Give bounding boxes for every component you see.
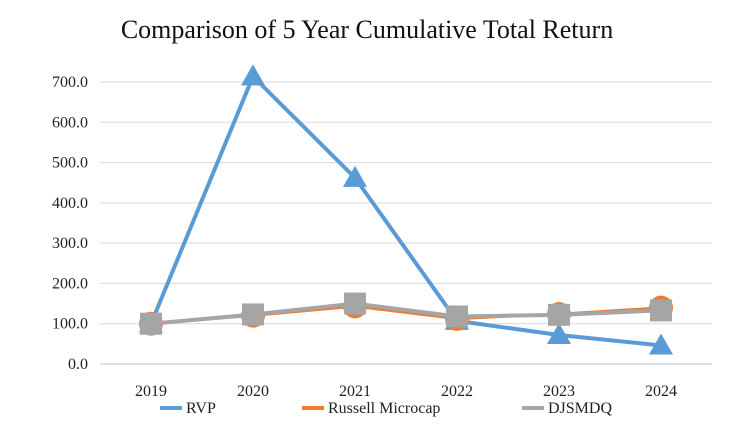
legend-item-rvp: RVP: [160, 400, 216, 417]
x-tick-label: 2024: [645, 383, 677, 400]
data-point-djsmdq: [344, 292, 366, 315]
data-point-rvp: [241, 64, 265, 86]
x-tick-label: 2020: [237, 383, 269, 400]
x-tick-label: 2019: [135, 383, 167, 400]
y-tick-label: 300.0: [52, 235, 88, 252]
series-lines: [139, 64, 673, 355]
legend-label: DJSMDQ: [548, 400, 612, 417]
series-line-rvp: [149, 74, 662, 348]
x-tick-label: 2022: [441, 383, 473, 400]
y-tick-label: 0.0: [68, 356, 88, 373]
y-tick-label: 400.0: [52, 195, 88, 212]
y-tick-label: 500.0: [52, 155, 88, 172]
x-tick-label: 2021: [339, 383, 371, 400]
legend-label: Russell Microcap: [328, 400, 440, 417]
series-djsmdq: [140, 292, 672, 335]
data-point-djsmdq: [140, 312, 162, 335]
data-point-rvp: [547, 322, 571, 344]
y-axis-ticks: 0.0 100.0 200.0 300.0 400.0 500.0 600.0 700.0: [52, 74, 88, 373]
legend: RVP Russell Microcap DJSMDQ: [160, 400, 612, 417]
legend-item-russell-microcap: Russell Microcap: [302, 400, 440, 417]
data-point-rvp: [649, 333, 673, 355]
chart-title: Comparison of 5 Year Cumulative Total Re…: [121, 15, 613, 44]
y-tick-label: 700.0: [52, 74, 88, 91]
legend-label: RVP: [186, 400, 216, 417]
x-axis-ticks: 2019 2020 2021 2022 2023 2024: [135, 383, 677, 400]
series-line-djsmdq: [150, 301, 662, 326]
x-tick-label: 2023: [543, 383, 575, 400]
data-point-djsmdq: [548, 303, 570, 326]
legend-item-djsmdq: DJSMDQ: [522, 400, 612, 417]
y-tick-label: 100.0: [52, 316, 88, 333]
data-point-djsmdq: [242, 303, 264, 326]
y-tick-label: 600.0: [52, 114, 88, 131]
data-point-rvp: [343, 165, 367, 187]
data-point-djsmdq: [446, 305, 468, 328]
y-tick-label: 200.0: [52, 275, 88, 292]
data-point-djsmdq: [650, 299, 672, 322]
